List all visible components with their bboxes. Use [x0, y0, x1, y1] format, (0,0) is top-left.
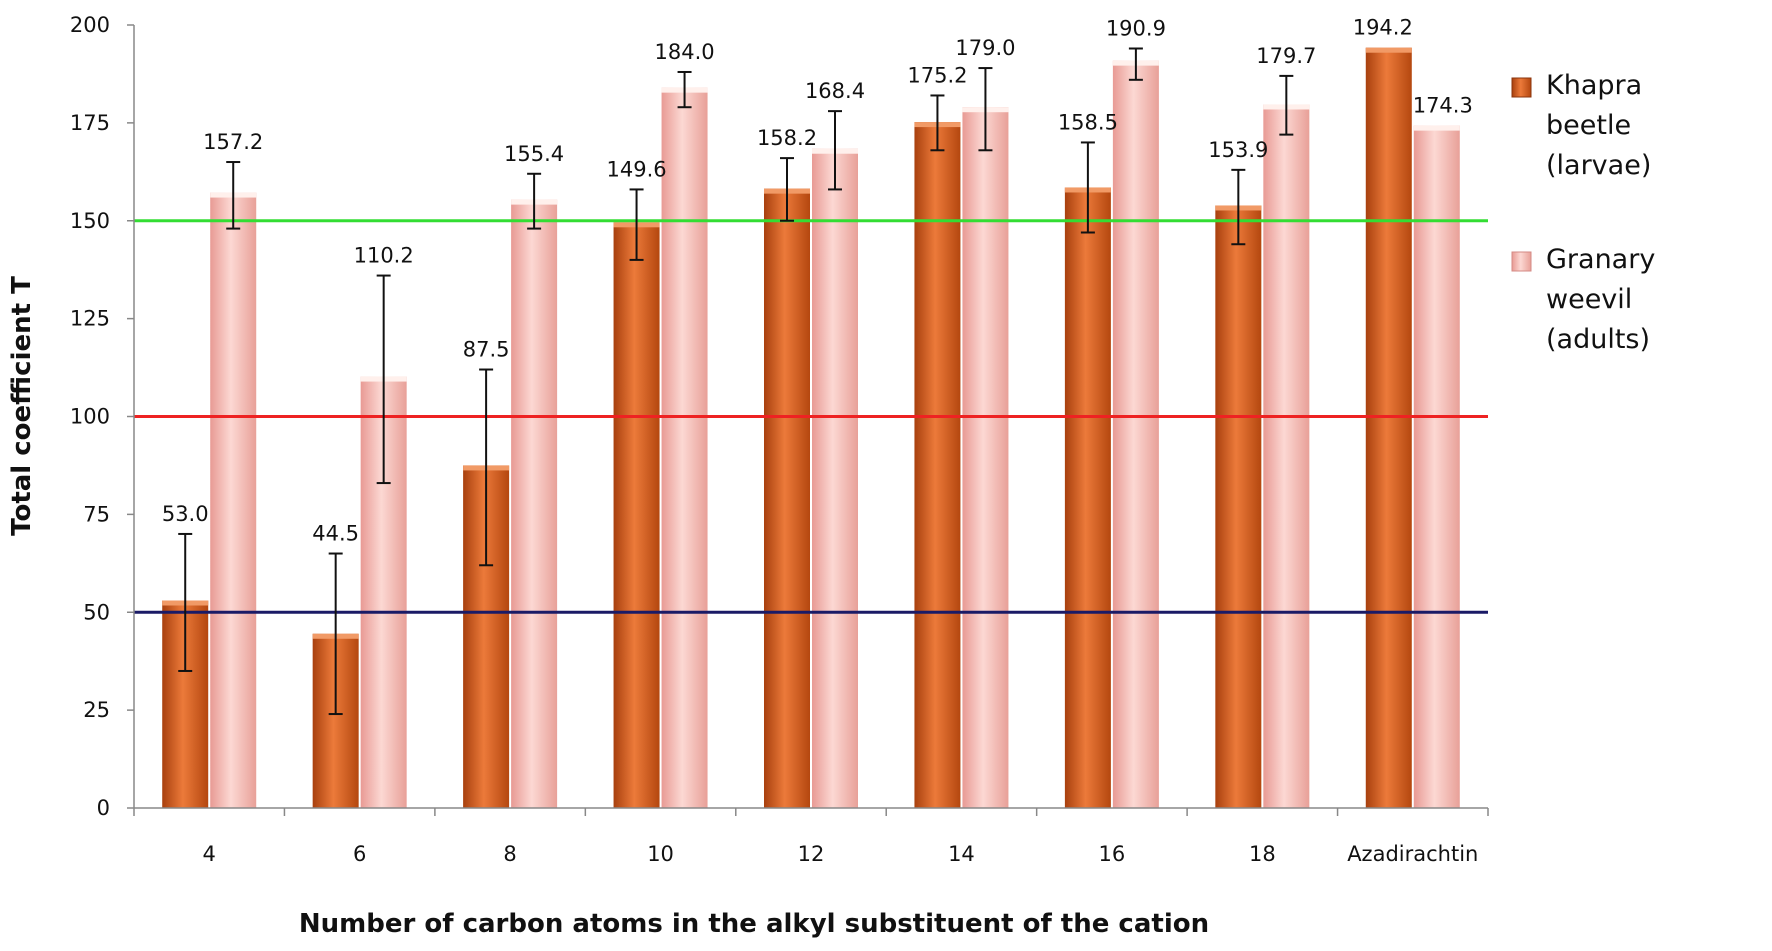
- y-tick-label-0: 0: [97, 796, 110, 820]
- bar-s1-8: [1413, 125, 1460, 809]
- legend-label-s1-line0: Granary: [1546, 244, 1655, 275]
- axes: 0 25 50 75 100 125 150 175 200 4 6 8 10 12 14 16 18 Azadi…: [70, 13, 1489, 866]
- x-tick-label-1: 6: [353, 842, 366, 866]
- bar-s0-6: [1064, 187, 1111, 808]
- y-tick-label-5: 125: [70, 307, 110, 331]
- bar-cap-s1-8: [1413, 125, 1460, 131]
- bar-s1-3: [661, 87, 708, 808]
- data-label-s1-5: 179.0: [955, 36, 1015, 60]
- y-tick-label-4: 100: [70, 405, 110, 429]
- data-label-s1-3: 184.0: [654, 40, 714, 64]
- x-tick-label-4: 12: [798, 842, 825, 866]
- bar-s0-8: [1365, 47, 1412, 808]
- data-label-s0-8: 194.2: [1353, 16, 1413, 40]
- bar-s1-5: [962, 107, 1009, 809]
- x-tick-label-7: 18: [1249, 842, 1276, 866]
- y-tick-label-3: 75: [83, 502, 110, 526]
- x-tick-label-0: 4: [203, 842, 216, 866]
- legend-label-s0-line0: Khapra: [1546, 70, 1642, 101]
- legend-swatch-s0: [1511, 77, 1532, 98]
- bar-cap-s0-8: [1365, 47, 1412, 53]
- data-label-s0-0: 53.0: [162, 502, 209, 526]
- data-label-s1-0: 157.2: [203, 130, 263, 154]
- data-label-s1-7: 179.7: [1256, 44, 1316, 68]
- bar-s0-3: [613, 222, 660, 809]
- x-tick-label-6: 16: [1099, 842, 1126, 866]
- bar-s1-4: [812, 148, 858, 809]
- data-label-s0-5: 175.2: [907, 63, 967, 87]
- y-axis-title: Total coefficient T: [7, 276, 37, 536]
- legend-label-s0-line1: beetle: [1546, 110, 1631, 141]
- data-label-s0-3: 149.6: [606, 157, 666, 181]
- y-tick-label-6: 150: [70, 209, 110, 233]
- bar-s0-4: [764, 188, 810, 809]
- legend-label-s1-line1: weevil: [1546, 284, 1632, 315]
- bar-s1-7: [1263, 104, 1310, 809]
- x-tick-label-8: Azadirachtin: [1347, 842, 1478, 866]
- data-label-s1-8: 174.3: [1413, 94, 1473, 118]
- data-label-s0-4: 158.2: [757, 126, 817, 150]
- y-tick-label-7: 175: [70, 111, 110, 135]
- data-label-s1-2: 155.4: [504, 142, 564, 166]
- x-tick-label-3: 10: [647, 842, 674, 866]
- bar-s0-7: [1215, 205, 1262, 808]
- legend-label-s0-line2: (larvae): [1546, 150, 1651, 181]
- legend: Khapra beetle (larvae) Granary weevil (adults…: [1511, 70, 1655, 355]
- y-tick-label-2: 50: [83, 600, 110, 624]
- x-axis-title: Number of carbon atoms in the alkyl subs…: [299, 909, 1209, 939]
- data-label-s0-6: 158.5: [1058, 110, 1118, 134]
- y-tick-label-1: 25: [83, 698, 110, 722]
- x-tick-label-5: 14: [948, 842, 975, 866]
- data-label-s1-4: 168.4: [805, 79, 865, 103]
- data-label-s0-7: 153.9: [1208, 138, 1268, 162]
- bar-s1-6: [1112, 60, 1159, 808]
- data-label-s1-6: 190.9: [1106, 16, 1166, 40]
- bar-s1-2: [511, 199, 558, 808]
- error-bars-layer: [178, 47, 1294, 716]
- bar-s0-5: [914, 122, 961, 809]
- data-label-s0-2: 87.5: [463, 338, 510, 362]
- legend-label-s1-line2: (adults): [1546, 324, 1650, 355]
- data-labels-layer: 53.0 157.2 44.5 110.2 87.5 155.4 149.6 184.0 158…: [162, 16, 1473, 546]
- data-label-s0-1: 44.5: [312, 522, 359, 546]
- legend-swatch-s1: [1511, 251, 1532, 272]
- x-tick-label-2: 8: [503, 842, 516, 866]
- data-label-s1-1: 110.2: [354, 244, 414, 268]
- bar-s1-0: [210, 192, 257, 808]
- reference-lines: [134, 219, 1488, 614]
- y-tick-label-8: 200: [70, 13, 110, 37]
